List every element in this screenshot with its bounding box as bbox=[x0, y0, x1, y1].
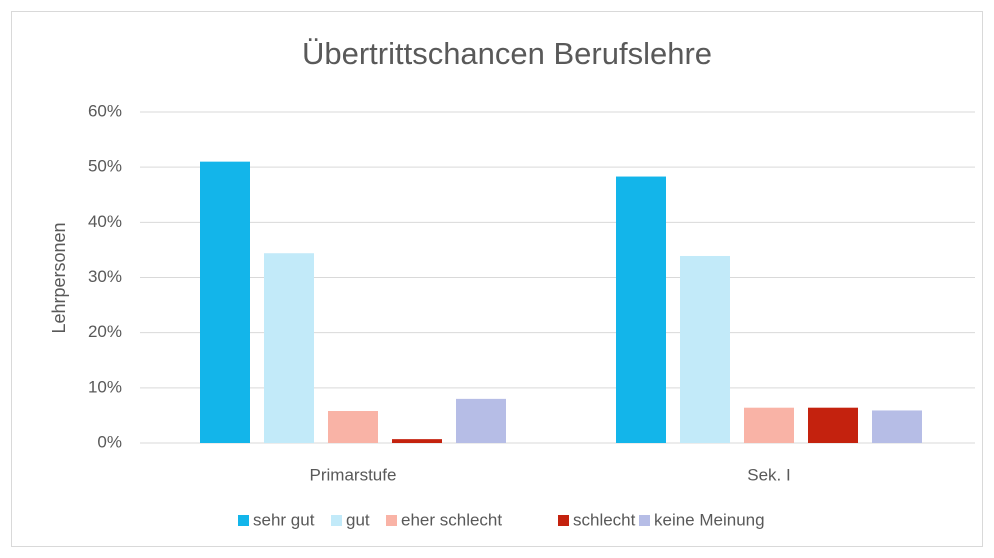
chart-title: Übertrittschancen Berufslehre bbox=[302, 36, 712, 71]
bar bbox=[808, 407, 858, 443]
bar bbox=[392, 439, 442, 443]
x-tick-label: Primarstufe bbox=[310, 465, 397, 484]
bar bbox=[264, 253, 314, 443]
legend-label: keine Meinung bbox=[654, 510, 765, 529]
legend-label: sehr gut bbox=[253, 510, 315, 529]
legend-swatch bbox=[639, 515, 650, 526]
legend-swatch bbox=[331, 515, 342, 526]
bar bbox=[680, 255, 730, 443]
x-tick-label: Sek. I bbox=[747, 465, 790, 484]
legend-label: schlecht bbox=[573, 510, 636, 529]
y-tick-label: 60% bbox=[88, 101, 122, 120]
bar bbox=[328, 411, 378, 443]
y-tick-label: 40% bbox=[88, 212, 122, 231]
bar bbox=[456, 398, 506, 443]
bar bbox=[616, 176, 666, 444]
y-tick-label: 30% bbox=[88, 267, 122, 286]
legend-label: eher schlecht bbox=[401, 510, 502, 529]
y-tick-label: 20% bbox=[88, 322, 122, 341]
legend-label: gut bbox=[346, 510, 370, 529]
bar bbox=[200, 161, 250, 443]
y-tick-label: 50% bbox=[88, 157, 122, 176]
chart-border bbox=[11, 11, 983, 547]
bar bbox=[872, 410, 922, 443]
legend-swatch bbox=[558, 515, 569, 526]
y-tick-label: 0% bbox=[97, 432, 122, 451]
legend-swatch bbox=[386, 515, 397, 526]
legend-swatch bbox=[238, 515, 249, 526]
y-axis-label: Lehrpersonen bbox=[49, 222, 69, 333]
y-tick-label: 10% bbox=[88, 377, 122, 396]
bar bbox=[744, 407, 794, 443]
